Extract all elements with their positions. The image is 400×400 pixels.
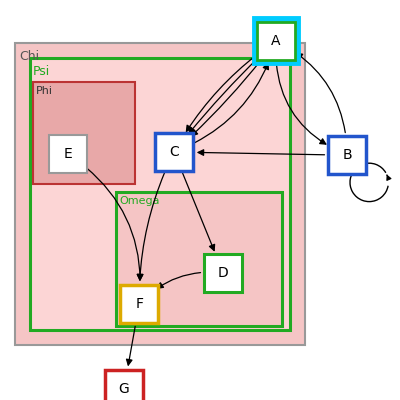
Bar (33, 82, 135, 184)
Bar (204, 254, 242, 292)
Bar (328, 136, 366, 174)
Bar (257, 22, 295, 60)
Text: D: D (218, 266, 228, 280)
Bar (15, 43, 305, 345)
Bar (105, 370, 143, 400)
Text: Phi: Phi (36, 86, 53, 96)
Text: E: E (64, 147, 72, 161)
Bar (155, 133, 193, 171)
Bar (254, 18, 298, 63)
Text: Omega: Omega (119, 196, 160, 206)
Text: C: C (169, 145, 179, 159)
Text: G: G (119, 382, 129, 396)
Text: B: B (342, 148, 352, 162)
Text: Psi: Psi (33, 65, 50, 78)
Bar (30, 58, 290, 330)
Bar (120, 285, 158, 323)
Text: Chi: Chi (19, 50, 39, 63)
Text: A: A (271, 34, 281, 48)
Bar (49, 135, 87, 173)
Text: F: F (135, 297, 143, 311)
Bar (116, 192, 282, 326)
